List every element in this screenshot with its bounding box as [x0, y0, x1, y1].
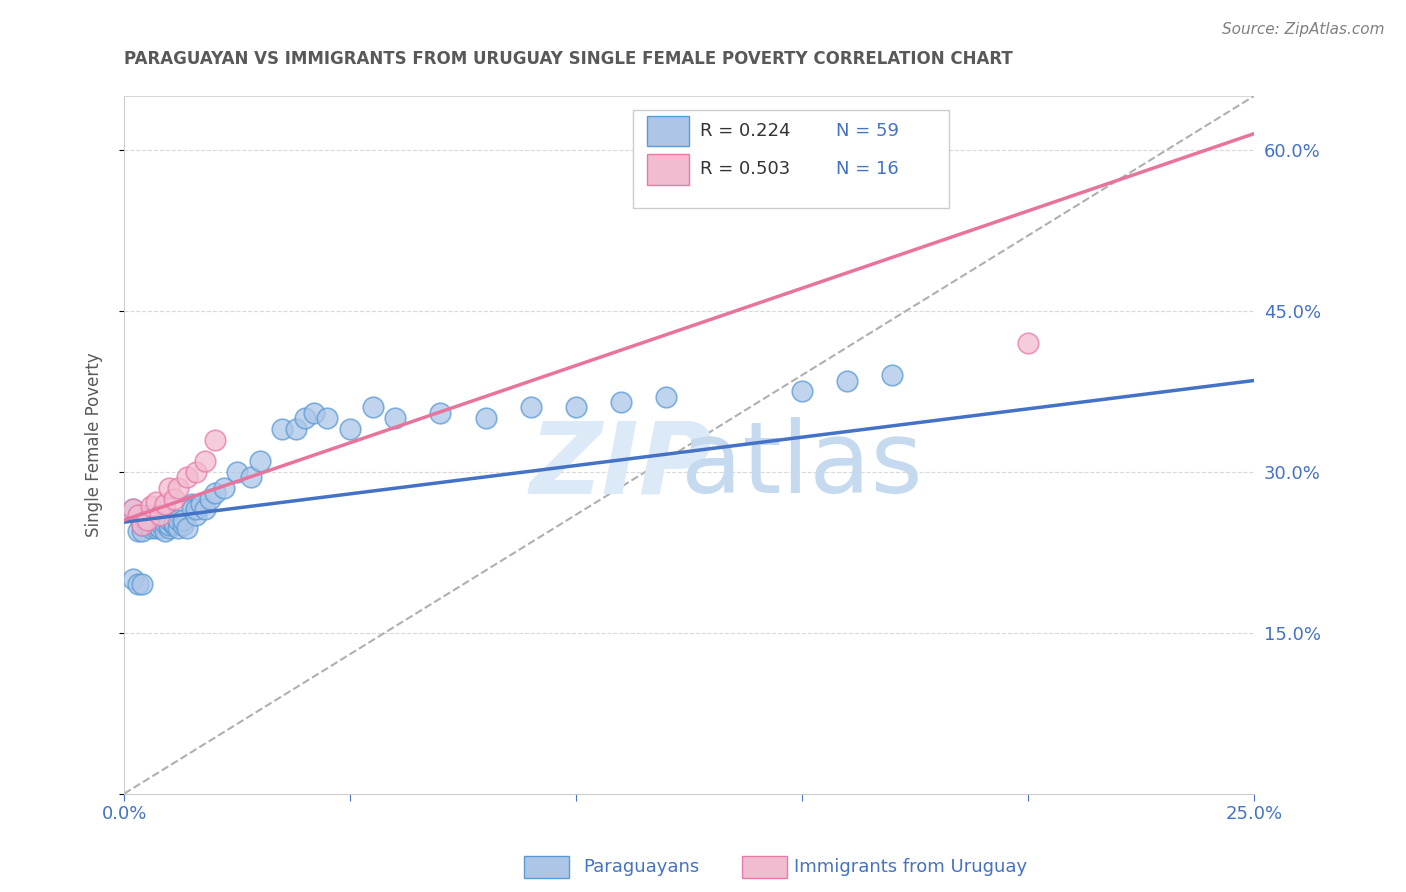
Point: [204, 486, 226, 500]
Point: [141, 520, 163, 534]
Point: [790, 384, 813, 399]
Point: [135, 513, 157, 527]
Point: [127, 577, 149, 591]
Point: [294, 411, 316, 425]
Point: [153, 497, 176, 511]
Point: [145, 520, 167, 534]
Point: [149, 516, 172, 531]
Point: [565, 401, 588, 415]
Point: [145, 495, 167, 509]
Point: [149, 520, 172, 534]
Point: [127, 508, 149, 522]
Point: [180, 502, 202, 516]
FancyBboxPatch shape: [633, 110, 949, 208]
Text: ZIP: ZIP: [530, 417, 713, 515]
Point: [474, 411, 496, 425]
Point: [172, 513, 194, 527]
Point: [302, 406, 325, 420]
Point: [176, 520, 198, 534]
Point: [135, 508, 157, 522]
Point: [131, 524, 153, 538]
Text: N = 16: N = 16: [835, 161, 898, 178]
Point: [837, 374, 859, 388]
Y-axis label: Single Female Poverty: Single Female Poverty: [86, 352, 103, 537]
Point: [149, 508, 172, 522]
Text: Paraguayans: Paraguayans: [583, 858, 700, 876]
Point: [198, 491, 221, 506]
Point: [157, 481, 180, 495]
Point: [145, 518, 167, 533]
Point: [176, 470, 198, 484]
Point: [339, 422, 361, 436]
Point: [194, 454, 217, 468]
Point: [122, 502, 145, 516]
Point: [186, 508, 208, 522]
Point: [1017, 335, 1039, 350]
Text: R = 0.503: R = 0.503: [700, 161, 790, 178]
Text: N = 59: N = 59: [835, 122, 898, 140]
Point: [882, 368, 904, 383]
Point: [167, 520, 190, 534]
Point: [122, 572, 145, 586]
Point: [127, 508, 149, 522]
Point: [131, 518, 153, 533]
Point: [180, 497, 202, 511]
Point: [194, 502, 217, 516]
Point: [316, 411, 339, 425]
Point: [204, 433, 226, 447]
Point: [186, 465, 208, 479]
Point: [212, 481, 235, 495]
Point: [157, 520, 180, 534]
Point: [163, 516, 186, 531]
Point: [122, 502, 145, 516]
FancyBboxPatch shape: [647, 116, 689, 146]
Point: [361, 401, 384, 415]
Point: [163, 518, 186, 533]
Point: [153, 516, 176, 531]
Point: [167, 481, 190, 495]
Point: [249, 454, 271, 468]
Text: Source: ZipAtlas.com: Source: ZipAtlas.com: [1222, 22, 1385, 37]
Point: [157, 513, 180, 527]
Point: [153, 524, 176, 538]
Point: [135, 513, 157, 527]
Point: [186, 502, 208, 516]
Point: [135, 518, 157, 533]
Point: [167, 513, 190, 527]
Text: PARAGUAYAN VS IMMIGRANTS FROM URUGUAY SINGLE FEMALE POVERTY CORRELATION CHART: PARAGUAYAN VS IMMIGRANTS FROM URUGUAY SI…: [124, 50, 1012, 69]
Text: Immigrants from Uruguay: Immigrants from Uruguay: [794, 858, 1028, 876]
Point: [284, 422, 307, 436]
Text: R = 0.224: R = 0.224: [700, 122, 790, 140]
Point: [172, 518, 194, 533]
Point: [226, 465, 249, 479]
Point: [610, 395, 633, 409]
Point: [520, 401, 543, 415]
Point: [131, 518, 153, 533]
FancyBboxPatch shape: [647, 154, 689, 185]
Point: [271, 422, 294, 436]
Point: [429, 406, 451, 420]
Point: [163, 491, 186, 506]
Text: atlas: atlas: [681, 417, 922, 515]
Point: [141, 518, 163, 533]
Point: [141, 499, 163, 513]
Point: [190, 497, 212, 511]
Point: [239, 470, 262, 484]
Point: [131, 577, 153, 591]
Point: [157, 518, 180, 533]
Point: [655, 390, 678, 404]
Point: [384, 411, 406, 425]
Point: [141, 513, 163, 527]
Point: [127, 524, 149, 538]
